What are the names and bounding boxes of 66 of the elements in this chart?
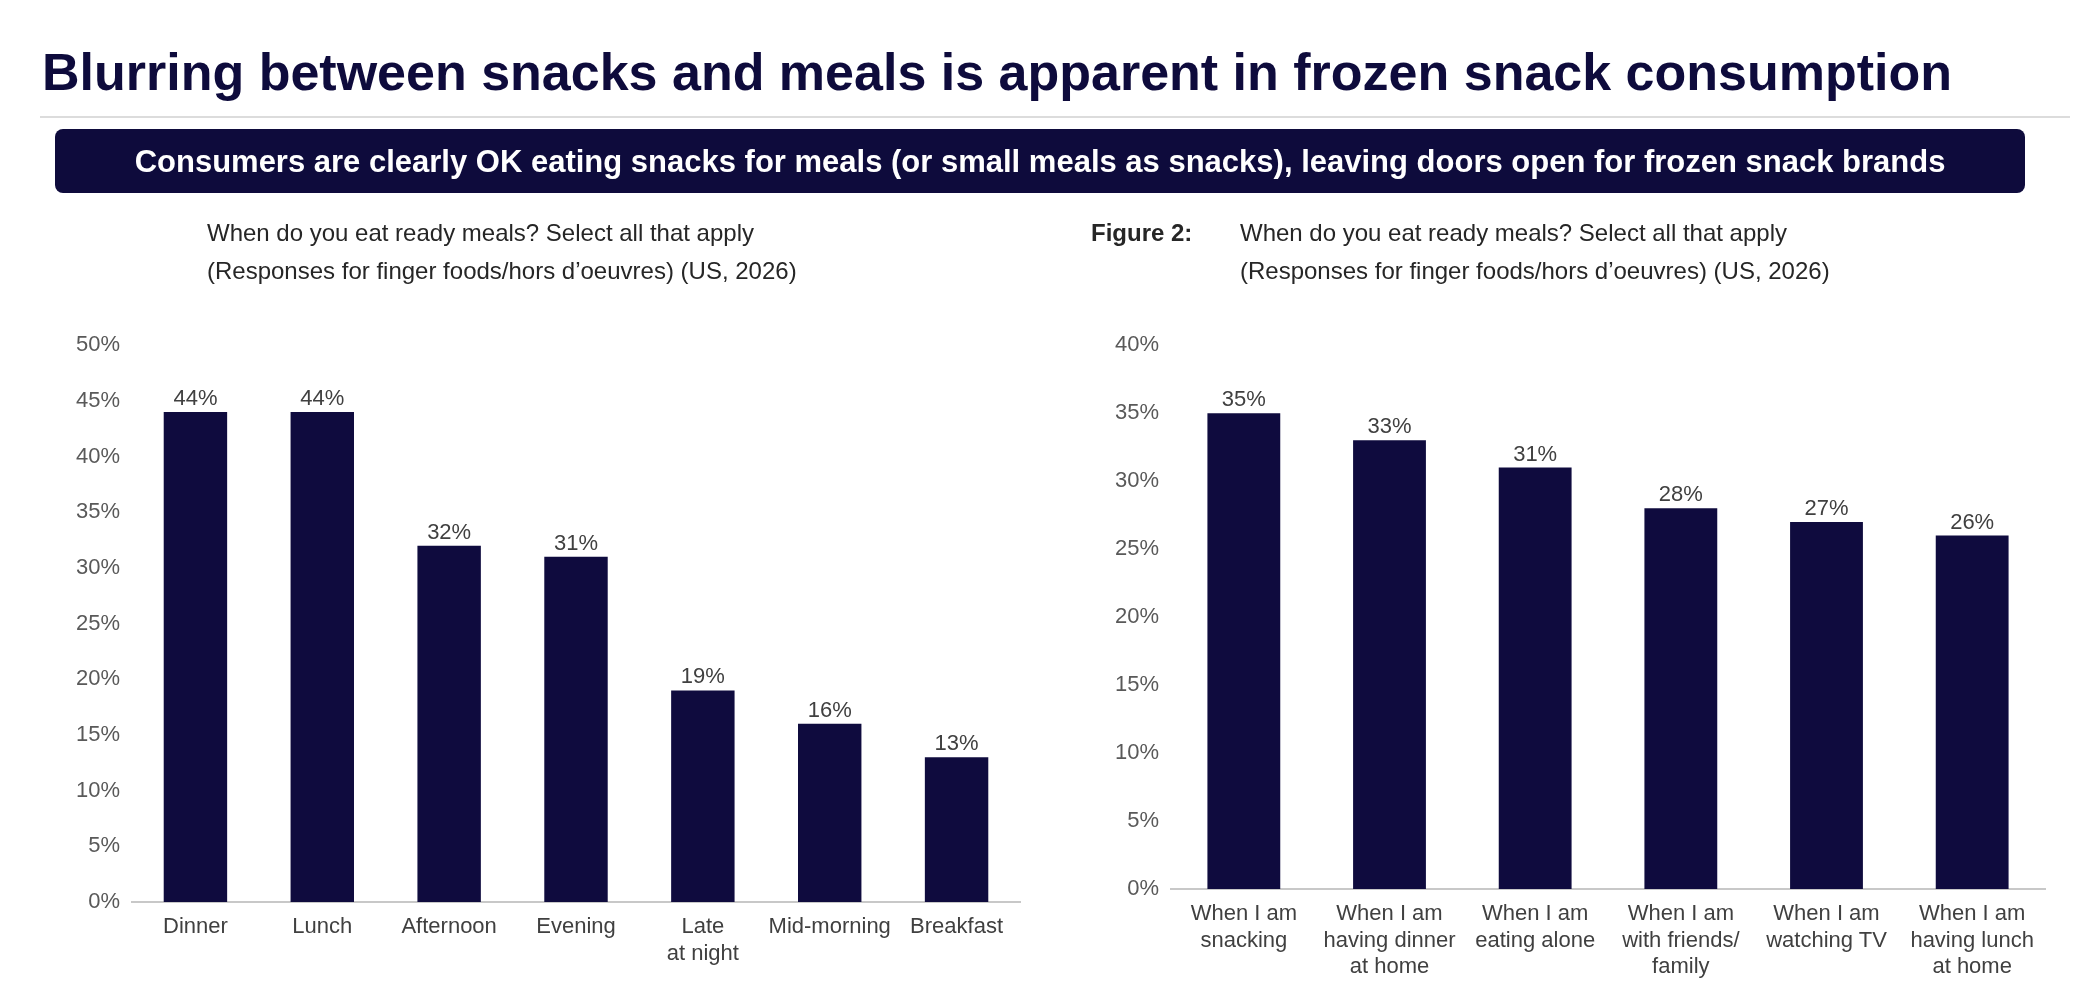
x-tick-label: When I am with friends/ family: [1621, 900, 1741, 979]
bar: [1353, 440, 1426, 889]
y-tick-label: 20%: [75, 665, 120, 691]
data-label: 26%: [1950, 508, 1995, 534]
x-tick-label: Dinner: [163, 913, 228, 939]
chart-subtitle: (Responses for finger foods/hors d’oeuvres) (US, 2026): [1240, 256, 1830, 286]
y-tick-label: 10%: [1114, 739, 1159, 765]
x-tick-label: When I am watching TV: [1765, 900, 1888, 952]
x-tick-label: When I am having dinner at home: [1323, 900, 1456, 979]
bar: [924, 757, 989, 902]
y-tick-label: 20%: [1114, 603, 1159, 629]
y-tick-label: 0%: [88, 888, 120, 914]
chart-subtitle: (Responses for finger foods/hors d’oeuvres) (US, 2026): [207, 256, 797, 286]
y-tick-label: 35%: [75, 498, 120, 524]
bar: [1644, 508, 1718, 889]
x-tick-label: When I am having lunch at home: [1910, 900, 2034, 979]
chart-title: When do you eat ready meals? Select all that apply: [207, 218, 754, 248]
bar: [1498, 467, 1572, 889]
y-tick-label: 5%: [88, 832, 120, 858]
data-label: 32%: [427, 518, 472, 544]
bar: [417, 545, 481, 902]
y-tick-label: 40%: [75, 442, 120, 468]
y-tick-label: 25%: [75, 609, 120, 635]
text: Blurring between snacks and meals is apparent in frozen snack consumption: [42, 43, 1953, 101]
data-label: 27%: [1804, 495, 1849, 520]
bar: [1207, 413, 1281, 889]
y-tick-label: 50%: [75, 331, 120, 357]
bar: [163, 412, 228, 902]
x-tick-label: Lunch: [292, 913, 353, 939]
chart-title: When do you eat ready meals? Select all that apply: [1240, 218, 1787, 248]
y-tick-label: 40%: [1114, 331, 1159, 357]
data-label: 16%: [807, 696, 852, 722]
bar: [671, 690, 735, 902]
bar: [1935, 535, 2009, 889]
bar: [1790, 521, 1863, 889]
x-tick-label: Late at night: [666, 913, 739, 965]
y-tick-label: 15%: [1114, 671, 1159, 697]
y-tick-label: 35%: [1114, 399, 1159, 425]
y-tick-label: 30%: [1114, 467, 1159, 493]
y-tick-label: 45%: [75, 386, 120, 412]
y-tick-label: 25%: [1114, 535, 1159, 561]
y-tick-label: 5%: [1127, 807, 1159, 833]
y-tick-label: 0%: [1127, 875, 1159, 901]
y-tick-label: 15%: [75, 721, 120, 747]
data-label: 28%: [1658, 481, 1703, 507]
text: Consumers are clearly OK eating snacks for meals (or small meals as snacks), leaving doors open for frozen snack brands: [134, 143, 1946, 179]
data-label: 13%: [934, 730, 979, 756]
bar: [798, 723, 862, 902]
data-label: 44%: [300, 385, 345, 411]
bar: [544, 556, 608, 902]
data-label: 31%: [1513, 440, 1558, 466]
data-label: 35%: [1221, 386, 1266, 412]
data-label: 19%: [680, 663, 725, 689]
caption: Figure 2:: [1091, 218, 1193, 248]
data-label: 31%: [553, 529, 599, 555]
y-tick-label: 30%: [75, 553, 120, 579]
x-tick-label: Afternoon: [401, 913, 497, 939]
y-tick-label: 10%: [75, 776, 120, 802]
x-tick-label: Evening: [536, 913, 616, 939]
data-label: 33%: [1367, 413, 1412, 439]
x-tick-label: When I am snacking: [1190, 900, 1298, 952]
data-label: 44%: [173, 385, 218, 411]
bar: [290, 412, 354, 902]
x-tick-label: When I am eating alone: [1475, 900, 1596, 952]
x-tick-label: Breakfast: [910, 913, 1004, 939]
x-tick-label: Mid-morning: [768, 913, 891, 939]
